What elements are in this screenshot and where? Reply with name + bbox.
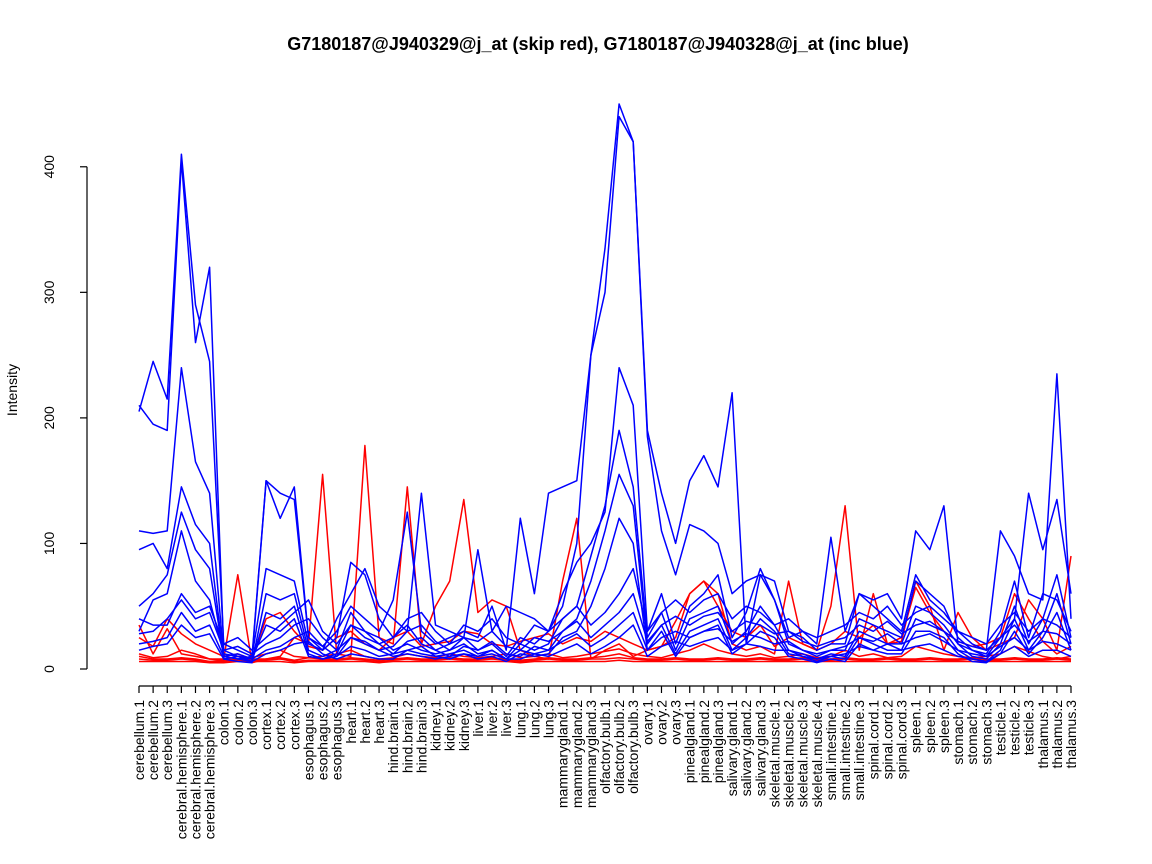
y-axis-label: Intensity [4, 364, 20, 416]
x-tick-label: liver.2 [484, 700, 500, 737]
x-tick-label: kidney.2 [442, 700, 458, 751]
x-tick-label: colon.2 [230, 700, 246, 745]
x-tick-label: cortex.3 [286, 700, 302, 750]
x-tick-label: testicle.3 [1021, 700, 1037, 755]
x-tick-label: thalamus.1 [1035, 700, 1051, 769]
y-tick-label: 0 [41, 665, 57, 673]
x-tick-label: cerebellum.1 [131, 700, 147, 780]
x-tick-label: thalamus.3 [1063, 700, 1079, 769]
x-tick-label: pinealgland.3 [710, 700, 726, 784]
x-tick-label: salivary.gland.2 [738, 700, 754, 796]
x-tick-label: small.intestine.2 [837, 700, 853, 801]
x-tick-label: thalamus.2 [1049, 700, 1065, 769]
series-line-inc-2 [138, 115, 1072, 660]
x-tick-label: colon.1 [216, 700, 232, 745]
series-line-inc-7 [138, 567, 1072, 651]
x-tick-label: skeletal.muscle.2 [781, 700, 797, 808]
x-tick-label: hind.brain.3 [413, 700, 429, 773]
x-tick-label: mammarygland.1 [555, 700, 571, 808]
x-tick-label: testicle.2 [1007, 700, 1023, 755]
x-tick-label: ovary.1 [639, 700, 655, 745]
x-tick-label: hind.brain.2 [399, 700, 415, 773]
y-axis: 0 100 200 300 400 [41, 155, 88, 673]
x-tick-label: skeletal.muscle.1 [766, 700, 782, 808]
x-tick-label: skeletal.muscle.3 [795, 700, 811, 808]
x-tick-label: colon.3 [244, 700, 260, 745]
x-tick-label: cerebral.hemisphere.2 [187, 700, 203, 840]
series-line-inc-6 [138, 517, 1072, 664]
x-tick-label: mammarygland.2 [569, 700, 585, 808]
x-tick-label: liver.1 [470, 700, 486, 737]
x-tick-label: spleen.1 [908, 700, 924, 753]
series-line-skip-3 [138, 656, 1072, 663]
series-line-skip-5 [138, 580, 1072, 660]
series-line-inc-10 [138, 624, 1072, 663]
x-tick-label: hind.brain.1 [385, 700, 401, 773]
x-tick-label: cerebral.hemisphere.1 [173, 700, 189, 840]
x-tick-label: cerebellum.3 [159, 700, 175, 780]
x-tick-label: stomach.2 [964, 700, 980, 765]
x-tick-label: olfactory.bulb.3 [625, 700, 641, 794]
x-tick-label: heart.1 [343, 700, 359, 744]
x-tick-label: olfactory.bulb.2 [611, 700, 627, 794]
x-tick-label: skeletal.muscle.4 [809, 700, 825, 808]
x-tick-label: spinal.cord.1 [865, 700, 881, 780]
x-tick-label: heart.3 [371, 700, 387, 744]
x-tick-label: lung.1 [512, 700, 528, 738]
x-tick-label: ovary.2 [653, 700, 669, 745]
x-tick-label: small.intestine.3 [851, 700, 867, 801]
series-line-skip-4 [139, 659, 1071, 664]
chart-title: G7180187@J940329@j_at (skip red), G71801… [287, 34, 909, 54]
x-tick-label: esophagus.1 [300, 700, 316, 780]
x-tick-label: cerebellum.2 [145, 700, 161, 780]
x-tick-label: kidney.1 [428, 700, 444, 751]
plot-area [138, 103, 1072, 664]
x-tick-label: esophagus.2 [315, 700, 331, 780]
x-tick-label: salivary.gland.3 [752, 700, 768, 796]
y-tick-label: 200 [41, 406, 57, 430]
x-tick-label: heart.2 [357, 700, 373, 744]
x-tick-label: cortex.2 [272, 700, 288, 750]
series-line-inc-1 [138, 103, 1072, 658]
series-line-inc-8 [138, 592, 1072, 655]
series-line-inc-3 [138, 366, 1072, 660]
series-line-skip-2 [138, 653, 1072, 663]
x-tick-label: spinal.cord.3 [894, 700, 910, 780]
x-tick-label: spinal.cord.2 [879, 700, 895, 780]
x-tick-label: spleen.3 [936, 700, 952, 753]
x-tick-label: lung.2 [526, 700, 542, 738]
x-tick-label: pinealgland.2 [696, 700, 712, 784]
x-tick-label: testicle.1 [992, 700, 1008, 755]
x-tick-label: kidney.3 [456, 700, 472, 751]
series-line-inc-5 [138, 473, 1072, 663]
x-tick-label: lung.3 [541, 700, 557, 738]
x-tick-label: cerebral.hemisphere.3 [202, 700, 218, 840]
series-line-inc-9 [138, 611, 1072, 660]
x-tick-label: pinealgland.1 [682, 700, 698, 784]
x-tick-label: olfactory.bulb.1 [597, 700, 613, 794]
y-tick-label: 400 [41, 155, 57, 179]
x-tick-label: liver.3 [498, 700, 514, 737]
x-tick-label: mammarygland.3 [583, 700, 599, 808]
x-axis: cerebellum.1cerebellum.2cerebellum.3cere… [131, 685, 1079, 840]
x-tick-label: salivary.gland.1 [724, 700, 740, 796]
y-tick-label: 300 [41, 280, 57, 304]
x-tick-label: ovary.3 [668, 700, 684, 745]
x-tick-label: small.intestine.1 [823, 700, 839, 801]
series-line-inc-4 [138, 429, 1072, 664]
x-tick-label: stomach.3 [978, 700, 994, 765]
x-tick-label: stomach.1 [950, 700, 966, 765]
x-tick-label: cortex.1 [258, 700, 274, 750]
x-tick-label: esophagus.3 [329, 700, 345, 780]
x-tick-label: spleen.2 [922, 700, 938, 753]
y-tick-label: 100 [41, 532, 57, 556]
